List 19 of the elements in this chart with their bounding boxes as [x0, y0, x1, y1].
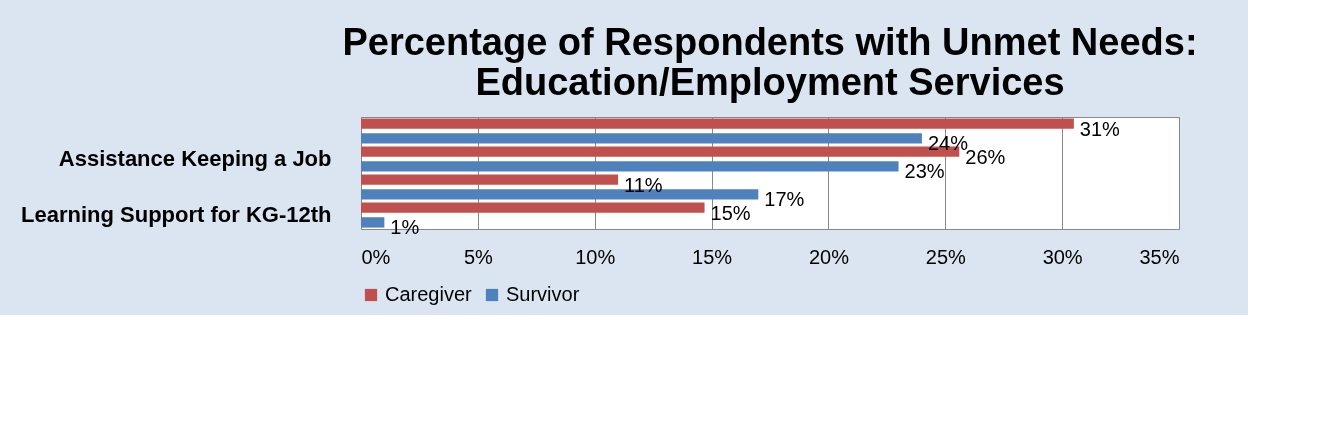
- x-tick-label: 35%: [1139, 245, 1180, 268]
- x-tick-label: 0%: [361, 245, 391, 268]
- legend-label: Caregiver: [385, 283, 473, 305]
- x-tick-label: 25%: [925, 245, 967, 268]
- data-label: 17%: [764, 188, 805, 211]
- y-tick-label: Assistance Keeping a Job: [58, 146, 332, 171]
- data-label: 11%: [624, 173, 663, 196]
- data-label: 1%: [390, 216, 420, 239]
- y-tick-label: Learning Support for KG-12th: [21, 202, 332, 227]
- x-tick-label: 20%: [808, 245, 850, 268]
- data-label: 23%: [904, 160, 945, 183]
- x-tick-label: 30%: [1042, 245, 1083, 268]
- x-tick-label: 15%: [692, 245, 733, 268]
- data-label: 15%: [710, 201, 751, 224]
- chart-title: Percentage of Respondents with Unmet Needs: Education/Employment Services: [342, 21, 1198, 103]
- data-label: 31%: [1079, 117, 1121, 140]
- legend-label: Survivor: [506, 283, 580, 305]
- x-tick-label: 10%: [575, 245, 616, 268]
- x-tick-label: 5%: [463, 245, 494, 268]
